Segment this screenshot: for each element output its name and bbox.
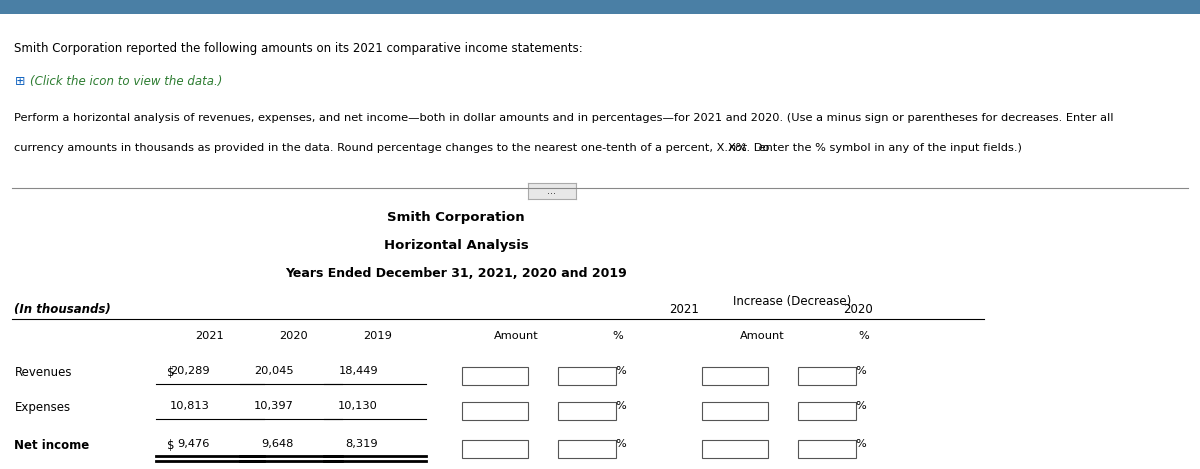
Text: Expenses: Expenses bbox=[14, 401, 71, 414]
Text: 10,397: 10,397 bbox=[254, 401, 294, 411]
Text: %: % bbox=[856, 439, 866, 448]
Text: 9,476: 9,476 bbox=[178, 439, 210, 448]
Text: Years Ended December 31, 2021, 2020 and 2019: Years Ended December 31, 2021, 2020 and … bbox=[286, 267, 626, 280]
Text: Net income: Net income bbox=[14, 439, 90, 452]
Text: $: $ bbox=[167, 366, 174, 379]
Text: %: % bbox=[616, 439, 626, 448]
Text: %: % bbox=[859, 331, 869, 340]
Text: 20,045: 20,045 bbox=[254, 366, 294, 376]
Text: 2020: 2020 bbox=[844, 303, 872, 316]
Text: currency amounts in thousands as provided in the data. Round percentage changes : currency amounts in thousands as provide… bbox=[14, 143, 774, 153]
Text: Revenues: Revenues bbox=[14, 366, 72, 379]
Text: 10,813: 10,813 bbox=[170, 401, 210, 411]
Text: 2020: 2020 bbox=[280, 331, 308, 340]
Text: ...: ... bbox=[547, 186, 557, 196]
Text: Increase (Decrease): Increase (Decrease) bbox=[733, 295, 851, 309]
Text: (In thousands): (In thousands) bbox=[14, 303, 112, 316]
Text: not: not bbox=[728, 143, 748, 153]
Text: 2021: 2021 bbox=[196, 331, 224, 340]
Text: ⊞: ⊞ bbox=[14, 75, 25, 88]
Text: 2019: 2019 bbox=[364, 331, 392, 340]
Text: Horizontal Analysis: Horizontal Analysis bbox=[384, 239, 528, 252]
Text: 8,319: 8,319 bbox=[346, 439, 378, 448]
Text: 20,289: 20,289 bbox=[170, 366, 210, 376]
Text: Amount: Amount bbox=[739, 331, 785, 340]
Text: 18,449: 18,449 bbox=[338, 366, 378, 376]
Text: 10,130: 10,130 bbox=[338, 401, 378, 411]
Text: Smith Corporation: Smith Corporation bbox=[388, 211, 524, 224]
Text: 2021: 2021 bbox=[670, 303, 698, 316]
Text: Smith Corporation reported the following amounts on its 2021 comparative income : Smith Corporation reported the following… bbox=[14, 42, 583, 55]
Text: $: $ bbox=[167, 439, 174, 452]
Text: %: % bbox=[856, 401, 866, 411]
Text: %: % bbox=[856, 366, 866, 376]
Text: Amount: Amount bbox=[493, 331, 539, 340]
Text: (Click the icon to view the data.): (Click the icon to view the data.) bbox=[30, 75, 222, 88]
Text: 9,648: 9,648 bbox=[262, 439, 294, 448]
Text: Perform a horizontal analysis of revenues, expenses, and net income—both in doll: Perform a horizontal analysis of revenue… bbox=[14, 113, 1114, 122]
Text: %: % bbox=[616, 401, 626, 411]
Text: enter the % symbol in any of the input fields.): enter the % symbol in any of the input f… bbox=[755, 143, 1021, 153]
Text: %: % bbox=[616, 366, 626, 376]
Text: %: % bbox=[613, 331, 623, 340]
